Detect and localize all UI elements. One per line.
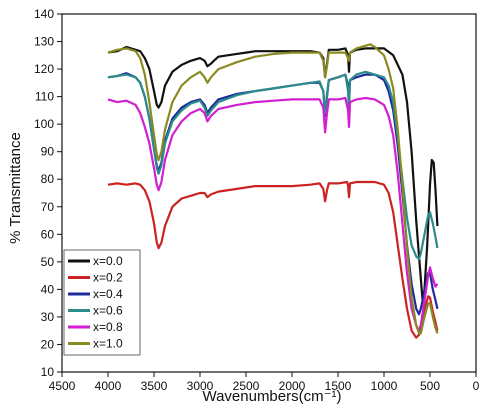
axis-layer: 4500 4000 3500 3000 2500 2000 1500 1000 500 0 10 20… [34, 7, 480, 393]
x-tick-label: 1500 [325, 379, 352, 393]
legend-label: x=1.0 [93, 337, 123, 351]
legend-label: x=0.6 [93, 304, 123, 318]
y-tick-label: 100 [34, 117, 54, 131]
y-tick-label: 50 [41, 255, 55, 269]
legend: x=0.0 x=0.2 x=0.4 x=0.6 x=0.8 x=1.0 [63, 249, 141, 356]
y-tick-label: 60 [41, 227, 55, 241]
y-axis-label: % Transmittance [7, 132, 24, 244]
series-layer [107, 43, 439, 339]
legend-label: x=0.4 [93, 287, 123, 301]
y-tick-label: 70 [41, 200, 55, 214]
legend-box [63, 249, 141, 356]
y-tick-label: 30 [41, 310, 55, 324]
x-tick-label: 2000 [279, 379, 306, 393]
y-tick-label: 10 [41, 365, 55, 379]
x-tick-label: 3000 [187, 379, 214, 393]
legend-label: x=0.0 [93, 254, 123, 268]
series-line-1 [107, 180, 439, 339]
y-tick-label: 110 [35, 90, 54, 104]
plot-border [61, 13, 477, 373]
series-line-3 [107, 70, 439, 261]
x-tick-label: 4500 [49, 379, 76, 393]
x-axis-label: Wavenumbers(cm⁻¹) [202, 388, 341, 405]
y-tick-label: 20 [41, 337, 55, 351]
y-tick-label: 130 [34, 35, 54, 49]
series-line-5 [107, 43, 439, 335]
x-tick-label: 500 [420, 379, 440, 393]
y-tick-label: 120 [34, 62, 54, 76]
y-tick-label: 90 [41, 145, 55, 159]
legend-label: x=0.2 [93, 271, 123, 285]
x-tick-label: 0 [473, 379, 480, 393]
y-tick-label: 80 [41, 172, 55, 186]
plot-area [61, 13, 477, 373]
y-tick-label: 40 [41, 282, 55, 296]
x-tick-label: 1000 [371, 379, 398, 393]
x-tick-label: 2500 [233, 379, 260, 393]
x-tick-label: 4000 [95, 379, 122, 393]
x-tick-label: 3500 [141, 379, 168, 393]
series-line-4 [107, 96, 439, 332]
legend-label: x=0.8 [93, 320, 123, 334]
series-line-0 [107, 45, 439, 302]
y-tick-label: 140 [34, 7, 54, 21]
